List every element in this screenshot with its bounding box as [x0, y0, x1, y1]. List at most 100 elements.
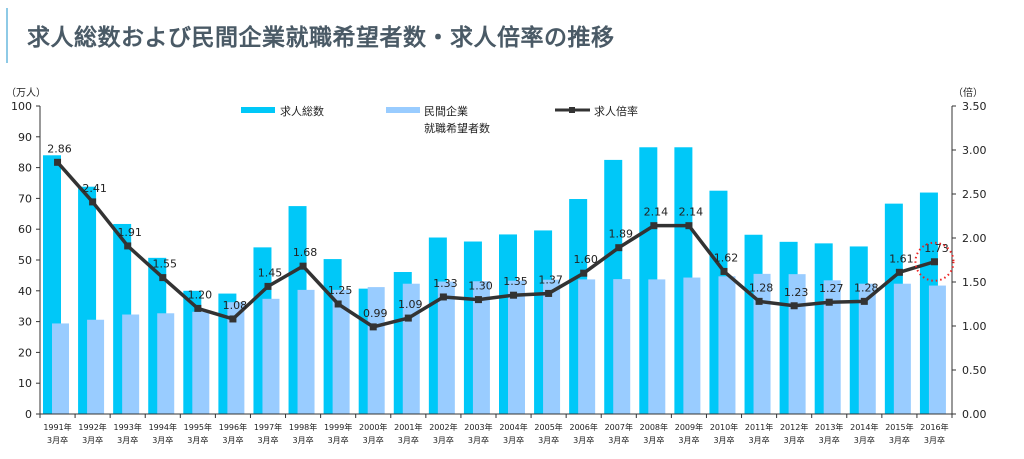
- x-tick-label-month: 3月卒: [47, 435, 68, 445]
- ratio-data-label: 1.62: [714, 251, 739, 264]
- ratio-point: [194, 304, 202, 312]
- right-tick-label: 0.00: [962, 408, 987, 421]
- bar-job-seekers: [87, 319, 105, 414]
- ratio-data-label: 1.08: [223, 299, 248, 312]
- ratio-point: [685, 222, 693, 230]
- x-tick-label-year: 2002年: [429, 422, 457, 432]
- highlight-circle: [914, 241, 955, 282]
- x-tick-label-year: 1995年: [184, 422, 212, 432]
- right-tick-label: 3.50: [962, 100, 987, 113]
- title-accent-bar: [6, 8, 8, 63]
- ratio-point: [369, 323, 377, 331]
- left-tick-label: 50: [18, 254, 32, 267]
- x-tick-label-year: 2011年: [745, 422, 773, 432]
- ratio-point: [755, 297, 763, 305]
- ratio-point: [299, 262, 307, 270]
- left-tick-label: 60: [18, 223, 32, 236]
- bar-job-seekers: [753, 273, 771, 414]
- ratio-data-label: 1.73: [924, 242, 949, 255]
- left-tick-label: 20: [18, 346, 32, 359]
- x-tick-label-month: 3月卒: [468, 435, 489, 445]
- bar-job-seekers: [367, 287, 385, 414]
- ratio-point: [650, 222, 658, 230]
- x-tick-label-month: 3月卒: [293, 435, 314, 445]
- legend-label-total-jobs: 求人総数: [280, 104, 324, 118]
- x-tick-label-year: 2006年: [570, 422, 598, 432]
- left-tick-label: 100: [11, 100, 32, 113]
- ratio-data-label: 1.35: [503, 275, 528, 288]
- ratio-point: [790, 302, 798, 310]
- left-tick-label: 90: [18, 131, 32, 144]
- ratio-data-label: 1.91: [117, 226, 142, 239]
- ratio-data-label: 1.28: [854, 281, 879, 294]
- x-tick-label-month: 3月卒: [117, 435, 138, 445]
- ratio-point: [580, 269, 588, 277]
- left-tick-label: 30: [18, 316, 32, 329]
- legend-swatch-job-seekers: [386, 107, 420, 113]
- x-tick-label-year: 1993年: [114, 422, 142, 432]
- x-tick-label-year: 2010年: [710, 422, 738, 432]
- x-tick-label-month: 3月卒: [713, 435, 734, 445]
- x-tick-label-month: 3月卒: [608, 435, 629, 445]
- right-tick-label: 1.00: [962, 320, 987, 333]
- right-tick-label: 3.00: [962, 144, 987, 157]
- x-tick-label-year: 2015年: [885, 422, 913, 432]
- ratio-point: [510, 291, 518, 299]
- x-tick-label-year: 1997年: [254, 422, 282, 432]
- ratio-point: [404, 314, 412, 322]
- ratio-data-label: 1.45: [258, 266, 283, 279]
- legend-marker-ratio: [569, 107, 575, 113]
- bar-job-seekers: [648, 279, 666, 414]
- ratio-point: [229, 315, 237, 323]
- x-tick-label-year: 2001年: [394, 422, 422, 432]
- page-title: 求人総数および民間企業就職希望者数・求人倍率の推移: [27, 25, 615, 51]
- left-tick-label: 70: [18, 192, 32, 205]
- bar-job-seekers: [823, 280, 841, 414]
- bar-job-seekers: [262, 298, 280, 414]
- x-tick-label-year: 2016年: [920, 422, 948, 432]
- x-tick-label-year: 2005年: [534, 422, 562, 432]
- x-tick-label-month: 3月卒: [152, 435, 173, 445]
- bar-job-seekers: [858, 283, 876, 414]
- x-tick-label-month: 3月卒: [398, 435, 419, 445]
- bar-job-seekers: [437, 281, 455, 414]
- ratio-point: [825, 298, 833, 306]
- x-tick-label-year: 1991年: [43, 422, 71, 432]
- ratio-data-label: 1.30: [468, 280, 493, 293]
- x-tick-label-year: 2004年: [499, 422, 527, 432]
- x-tick-label-year: 1992年: [78, 422, 106, 432]
- ratio-point: [439, 293, 447, 301]
- x-tick-label-year: 1996年: [219, 422, 247, 432]
- ratio-data-label: 2.14: [679, 206, 704, 219]
- x-tick-label-month: 3月卒: [643, 435, 664, 445]
- bar-job-seekers: [928, 285, 946, 414]
- left-tick-label: 10: [18, 377, 32, 390]
- bar-job-seekers: [157, 313, 175, 414]
- x-tick-label-year: 2007年: [605, 422, 633, 432]
- ratio-data-label: 0.99: [363, 307, 388, 320]
- ratio-data-label: 1.20: [188, 288, 213, 301]
- x-tick-label-month: 3月卒: [328, 435, 349, 445]
- x-tick-label-month: 3月卒: [433, 435, 454, 445]
- ratio-point: [474, 296, 482, 304]
- ratio-point: [264, 282, 272, 290]
- x-tick-label-year: 1999年: [324, 422, 352, 432]
- ratio-data-label: 1.89: [609, 228, 634, 241]
- ratio-data-label: 1.37: [538, 273, 563, 286]
- bar-job-seekers: [122, 314, 140, 414]
- bar-job-seekers: [508, 280, 525, 414]
- right-tick-label: 2.00: [962, 232, 987, 245]
- left-tick-label: 0: [25, 408, 32, 421]
- ratio-data-label: 1.28: [749, 281, 774, 294]
- ratio-data-label: 1.55: [153, 258, 178, 271]
- x-tick-label-month: 3月卒: [819, 435, 840, 445]
- ratio-point: [860, 297, 868, 305]
- x-tick-label-month: 3月卒: [187, 435, 208, 445]
- x-tick-label-month: 3月卒: [363, 435, 384, 445]
- left-axis-unit: （万人）: [6, 87, 46, 99]
- x-tick-label-year: 2008年: [640, 422, 668, 432]
- ratio-data-label: 1.09: [398, 298, 423, 311]
- x-tick-label-year: 2003年: [464, 422, 492, 432]
- x-tick-label-year: 2014年: [850, 422, 878, 432]
